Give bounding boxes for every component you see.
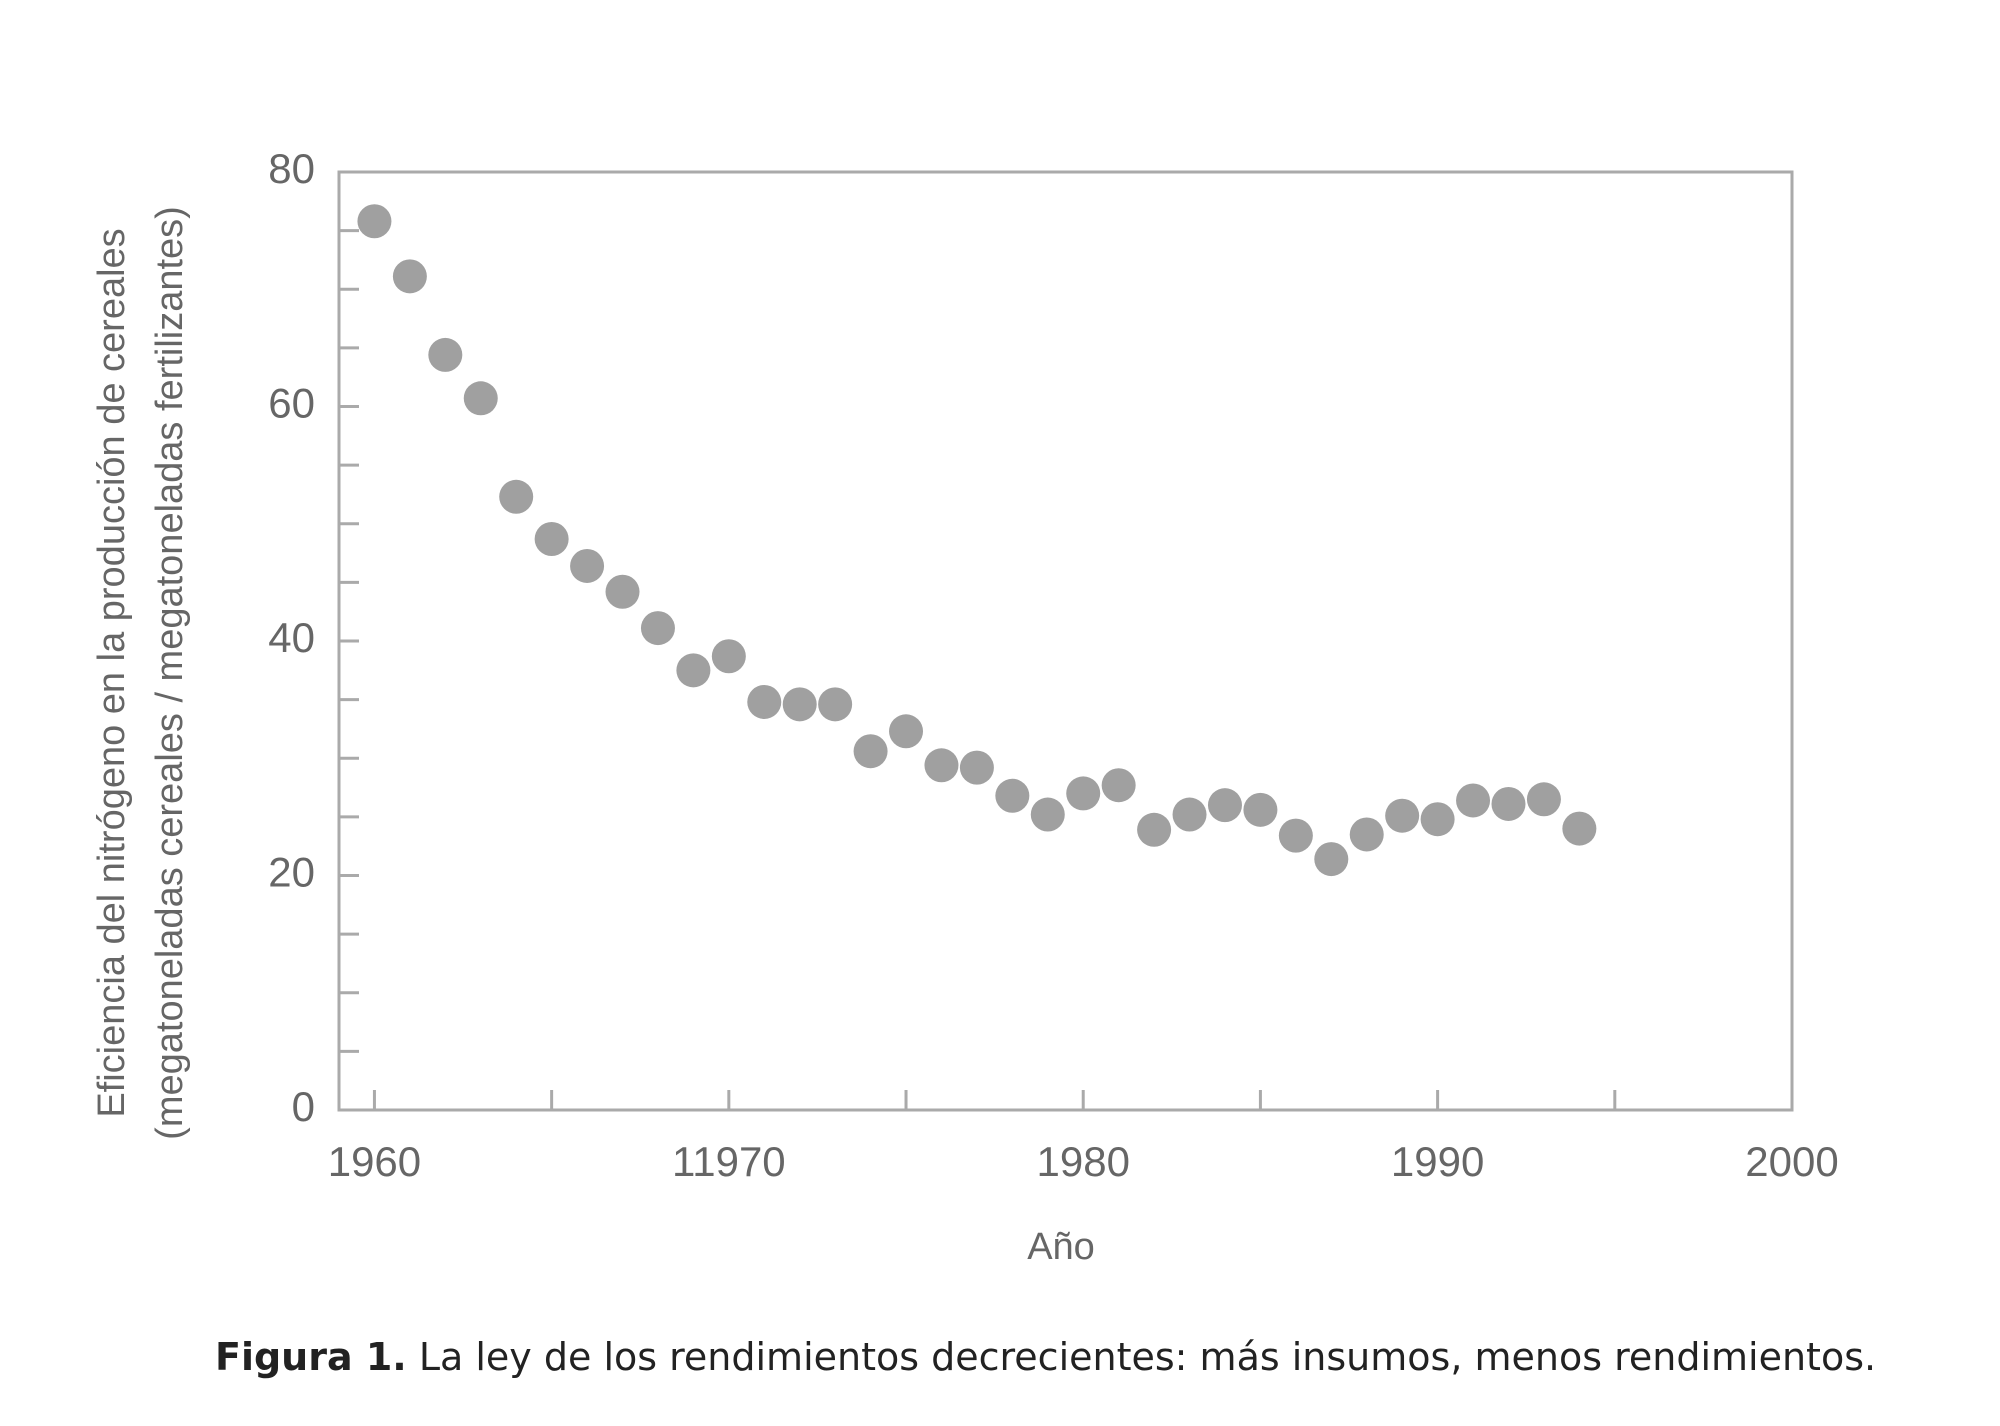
point bbox=[1172, 797, 1207, 832]
x-tick-label: 1960 bbox=[328, 1138, 421, 1185]
x-tick-label: 11970 bbox=[672, 1138, 786, 1185]
point bbox=[889, 714, 924, 749]
point bbox=[853, 734, 888, 769]
point bbox=[676, 653, 711, 688]
x-axis-label: Año bbox=[1027, 1226, 1095, 1268]
point bbox=[1243, 792, 1278, 827]
point bbox=[1385, 798, 1420, 833]
y-tick-label: 20 bbox=[268, 849, 315, 896]
point bbox=[392, 259, 427, 294]
plot-frame bbox=[337, 170, 1794, 1112]
point bbox=[605, 574, 640, 609]
point bbox=[1562, 811, 1597, 846]
point bbox=[924, 748, 959, 783]
point bbox=[818, 687, 853, 722]
point bbox=[499, 479, 534, 514]
point bbox=[1456, 783, 1491, 818]
y-tick-label: 40 bbox=[268, 614, 315, 661]
point bbox=[1066, 776, 1101, 811]
point bbox=[428, 337, 463, 372]
point bbox=[463, 381, 498, 416]
point bbox=[1030, 797, 1065, 832]
point bbox=[1207, 788, 1242, 823]
point bbox=[1101, 768, 1136, 803]
x-tick-label: 1980 bbox=[1037, 1138, 1130, 1185]
caption: Figura 1. La ley de los rendimientos dec… bbox=[215, 1335, 1876, 1379]
point bbox=[1137, 812, 1172, 847]
point bbox=[1420, 802, 1455, 837]
y-axis-label: Eficiencia del nitrógeno en la producció… bbox=[91, 228, 133, 1117]
point bbox=[1314, 842, 1349, 877]
y-axis-label: (megatoneladas cereales / megatoneladas … bbox=[149, 206, 191, 1140]
point bbox=[1349, 817, 1384, 852]
point bbox=[995, 778, 1030, 813]
point bbox=[570, 548, 605, 583]
y-tick-label: 80 bbox=[268, 145, 315, 192]
point bbox=[640, 611, 675, 646]
x-tick-label: 1990 bbox=[1391, 1138, 1484, 1185]
y-tick-label: 0 bbox=[292, 1083, 315, 1130]
point bbox=[711, 639, 746, 674]
point bbox=[534, 521, 569, 556]
point bbox=[747, 684, 782, 719]
caption-text: La ley de los rendimientos decrecientes:… bbox=[419, 1335, 1876, 1379]
y-tick-label: 60 bbox=[268, 380, 315, 427]
point bbox=[782, 687, 817, 722]
point bbox=[1491, 786, 1526, 821]
point bbox=[1278, 818, 1313, 853]
point bbox=[959, 750, 994, 785]
point bbox=[357, 204, 392, 239]
caption-bold: Figura 1. bbox=[215, 1335, 407, 1379]
x-tick-label: 2000 bbox=[1745, 1138, 1838, 1185]
point bbox=[1526, 782, 1561, 817]
